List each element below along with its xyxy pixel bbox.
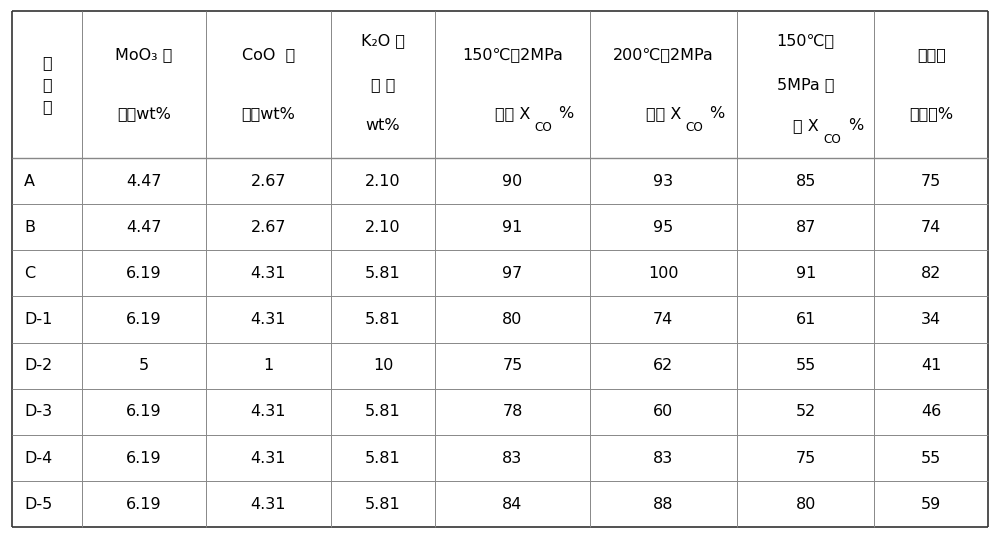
Text: 5.81: 5.81 [365, 404, 401, 419]
Text: 75: 75 [796, 451, 816, 466]
Text: 78: 78 [502, 404, 523, 419]
Text: 88: 88 [653, 497, 674, 512]
Text: 的 X: 的 X [793, 118, 819, 133]
Text: 1: 1 [263, 358, 274, 373]
Text: 95: 95 [653, 220, 673, 235]
Text: wt%: wt% [366, 118, 400, 133]
Text: 6.19: 6.19 [126, 451, 162, 466]
Text: D-2: D-2 [24, 358, 52, 373]
Text: 74: 74 [921, 220, 941, 235]
Text: 留率，%: 留率，% [909, 106, 953, 121]
Text: K₂O 含: K₂O 含 [361, 33, 405, 48]
Text: B: B [24, 220, 35, 235]
Text: CO: CO [824, 133, 841, 146]
Text: 4.31: 4.31 [251, 404, 286, 419]
Text: 催
化
剂: 催 化 剂 [42, 55, 52, 114]
Text: 100: 100 [648, 266, 679, 281]
Text: D-4: D-4 [24, 451, 52, 466]
Text: 4.31: 4.31 [251, 451, 286, 466]
Text: 4.47: 4.47 [126, 220, 162, 235]
Text: 87: 87 [796, 220, 816, 235]
Text: 93: 93 [653, 173, 673, 188]
Text: 6.19: 6.19 [126, 266, 162, 281]
Text: 4.47: 4.47 [126, 173, 162, 188]
Text: 60: 60 [653, 404, 673, 419]
Text: 34: 34 [921, 312, 941, 327]
Text: 5.81: 5.81 [365, 266, 401, 281]
Text: 200℃、2MPa: 200℃、2MPa [613, 47, 714, 62]
Text: 4.31: 4.31 [251, 312, 286, 327]
Text: 41: 41 [921, 358, 941, 373]
Text: CoO  含: CoO 含 [242, 47, 295, 62]
Text: 2.67: 2.67 [251, 173, 286, 188]
Text: 下的 X: 下的 X [495, 106, 530, 121]
Text: MoO₃ 含: MoO₃ 含 [115, 47, 173, 62]
Text: D-5: D-5 [24, 497, 52, 512]
Text: 80: 80 [796, 497, 816, 512]
Text: 6.19: 6.19 [126, 312, 162, 327]
Text: 5.81: 5.81 [365, 451, 401, 466]
Text: 85: 85 [796, 173, 816, 188]
Text: 61: 61 [796, 312, 816, 327]
Text: 量，wt%: 量，wt% [242, 106, 295, 121]
Text: 80: 80 [502, 312, 523, 327]
Text: 5.81: 5.81 [365, 312, 401, 327]
Text: 下的 X: 下的 X [646, 106, 681, 121]
Text: 5: 5 [139, 358, 149, 373]
Text: 4.31: 4.31 [251, 497, 286, 512]
Text: 5.81: 5.81 [365, 497, 401, 512]
Text: 97: 97 [502, 266, 523, 281]
Text: 91: 91 [502, 220, 523, 235]
Text: 5MPa 下: 5MPa 下 [777, 77, 834, 92]
Text: 量 ，: 量 ， [371, 77, 395, 92]
Text: CO: CO [534, 121, 552, 134]
Text: 84: 84 [502, 497, 523, 512]
Text: 6.19: 6.19 [126, 497, 162, 512]
Text: 59: 59 [921, 497, 941, 512]
Text: 55: 55 [796, 358, 816, 373]
Text: 150℃、: 150℃、 [777, 33, 835, 48]
Text: 活性保: 活性保 [917, 47, 946, 62]
Text: %: % [848, 118, 863, 133]
Text: 62: 62 [653, 358, 673, 373]
Text: C: C [24, 266, 35, 281]
Text: D-1: D-1 [24, 312, 52, 327]
Text: 74: 74 [653, 312, 673, 327]
Text: 75: 75 [502, 358, 523, 373]
Text: 2.10: 2.10 [365, 220, 401, 235]
Text: %: % [709, 106, 725, 121]
Text: 55: 55 [921, 451, 941, 466]
Text: 2.67: 2.67 [251, 220, 286, 235]
Text: 52: 52 [796, 404, 816, 419]
Text: CO: CO [685, 121, 703, 134]
Text: 91: 91 [796, 266, 816, 281]
Text: 2.10: 2.10 [365, 173, 401, 188]
Text: 90: 90 [502, 173, 523, 188]
Text: 150℃、2MPa: 150℃、2MPa [462, 47, 563, 62]
Text: D-3: D-3 [24, 404, 52, 419]
Text: %: % [558, 106, 574, 121]
Text: 6.19: 6.19 [126, 404, 162, 419]
Text: 82: 82 [921, 266, 941, 281]
Text: 量，wt%: 量，wt% [117, 106, 171, 121]
Text: 83: 83 [502, 451, 523, 466]
Text: 10: 10 [373, 358, 393, 373]
Text: A: A [24, 173, 35, 188]
Text: 46: 46 [921, 404, 941, 419]
Text: 4.31: 4.31 [251, 266, 286, 281]
Text: 75: 75 [921, 173, 941, 188]
Text: 83: 83 [653, 451, 673, 466]
